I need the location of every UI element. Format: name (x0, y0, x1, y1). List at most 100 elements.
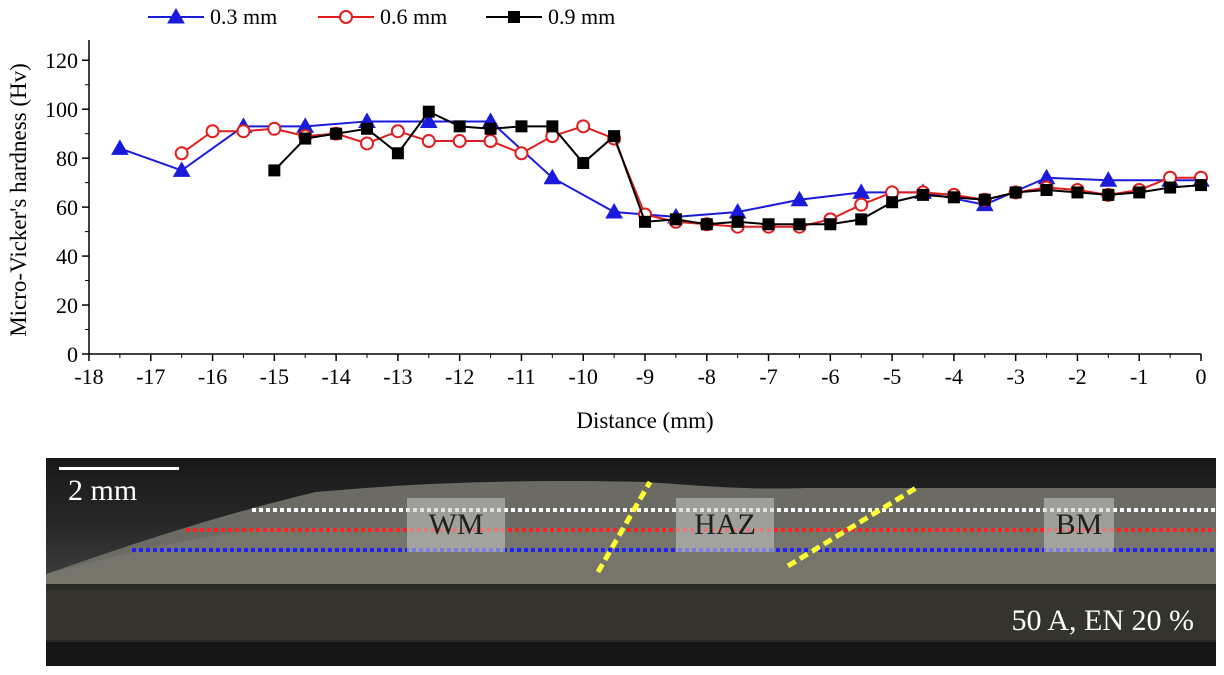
y-tick-label: 0 (67, 342, 78, 367)
data-point (421, 134, 436, 149)
data-point (577, 157, 590, 170)
data-point (172, 161, 191, 177)
y-tick-label: 40 (56, 244, 78, 269)
x-tick-label: -14 (321, 364, 350, 389)
x-tick-label: -9 (636, 364, 654, 389)
data-point (1164, 181, 1177, 194)
data-point (1133, 186, 1146, 199)
legend: 0.3 mm 0.6 mm 0.9 mm (148, 4, 615, 29)
data-point (267, 121, 282, 136)
x-tick-label: -2 (1068, 364, 1086, 389)
data-point (484, 122, 497, 135)
legend-item: 0.9 mm (486, 4, 615, 29)
data-point (268, 164, 281, 177)
legend-marker (339, 10, 353, 24)
data-point (1040, 183, 1053, 196)
data-point (111, 139, 129, 155)
data-point (854, 197, 869, 212)
y-tick-label: 100 (45, 97, 78, 122)
x-axis-label: Distance (mm) (576, 408, 713, 433)
series-line (119, 120, 1201, 218)
data-point (391, 147, 404, 160)
y-tick-label: 80 (56, 146, 78, 171)
x-tick-label: -5 (883, 364, 901, 389)
data-point (1071, 186, 1084, 199)
data-point (947, 191, 960, 204)
x-tick-label: -18 (74, 364, 103, 389)
zone-label-haz: HAZ (676, 498, 774, 552)
x-tick-label: -3 (1007, 364, 1025, 389)
data-point (824, 218, 837, 231)
data-point (762, 218, 775, 231)
data-point (731, 215, 744, 228)
series-line (181, 125, 1201, 228)
legend-marker (167, 7, 185, 24)
data-point (390, 124, 405, 139)
x-tick-label: -13 (383, 364, 412, 389)
x-tick-label: -17 (136, 364, 165, 389)
x-tick-label: 0 (1196, 364, 1207, 389)
x-tick-label: -11 (507, 364, 536, 389)
micrograph-layers (46, 480, 1216, 666)
data-point (422, 105, 435, 118)
series-layer (111, 105, 1210, 234)
data-point (978, 193, 991, 206)
weld-micrograph: 2 mm WM HAZ BM 50 A, EN 20 % (46, 458, 1216, 666)
data-point (855, 213, 868, 226)
x-tick-label: -8 (698, 364, 716, 389)
data-point (419, 112, 438, 128)
data-point (546, 120, 559, 133)
scale-bar (59, 467, 179, 470)
legend-marker (508, 11, 520, 23)
data-point (608, 130, 621, 143)
x-tick-label: -1 (1130, 364, 1148, 389)
zone-label-wm: WM (407, 498, 505, 552)
legend-item: 0.6 mm (318, 4, 447, 29)
plate-top-band (46, 528, 1216, 584)
data-point (205, 124, 220, 139)
x-tick-label: -16 (198, 364, 227, 389)
substrate-texture (46, 590, 1216, 640)
x-tick-label: -12 (445, 364, 474, 389)
data-point (790, 190, 809, 207)
data-point (299, 132, 312, 145)
zone-label-bm: BM (1044, 498, 1114, 552)
fusion-boundary-haz-bm (786, 485, 918, 569)
data-point (1009, 186, 1022, 199)
data-point (174, 146, 189, 161)
y-tick-label: 120 (45, 48, 78, 73)
process-condition: 50 A, EN 20 % (1011, 604, 1195, 637)
data-point (452, 134, 467, 149)
data-point (483, 134, 498, 149)
data-point (639, 215, 651, 228)
data-point (700, 218, 713, 231)
bottom-band (46, 642, 1216, 666)
data-point (515, 120, 528, 133)
legend-item: 0.3 mm (148, 4, 277, 29)
y-tick-label: 20 (56, 293, 78, 318)
data-point (453, 120, 466, 133)
data-point (543, 168, 562, 185)
scale-bar-label: 2 mm (68, 474, 138, 507)
data-point (361, 122, 373, 135)
data-point (236, 124, 251, 139)
data-point (1102, 188, 1115, 201)
y-axis-label: Micro-Vicker's hardness (Hv) (6, 63, 31, 337)
x-tick-label: -15 (260, 364, 289, 389)
data-point (793, 218, 806, 231)
y-tick-label: 60 (56, 195, 78, 220)
data-point (514, 146, 529, 161)
data-point (360, 136, 374, 151)
legend-label: 0.6 mm (380, 4, 447, 29)
axes: -18 -17 -16 -15 -14 -13 -12 -11 -10 -9 -8 -7 -6 -5 -4-… (45, 40, 1207, 389)
x-tick-label: -4 (945, 364, 963, 389)
legend-label: 0.9 mm (548, 4, 615, 29)
data-point (576, 119, 591, 134)
data-point (917, 188, 929, 201)
fusion-boundary-wm-haz (595, 480, 653, 574)
x-tick-label: -6 (821, 364, 839, 389)
data-point (669, 213, 682, 226)
data-point (1099, 171, 1118, 187)
legend-label: 0.3 mm (210, 4, 277, 29)
data-point (886, 196, 899, 209)
